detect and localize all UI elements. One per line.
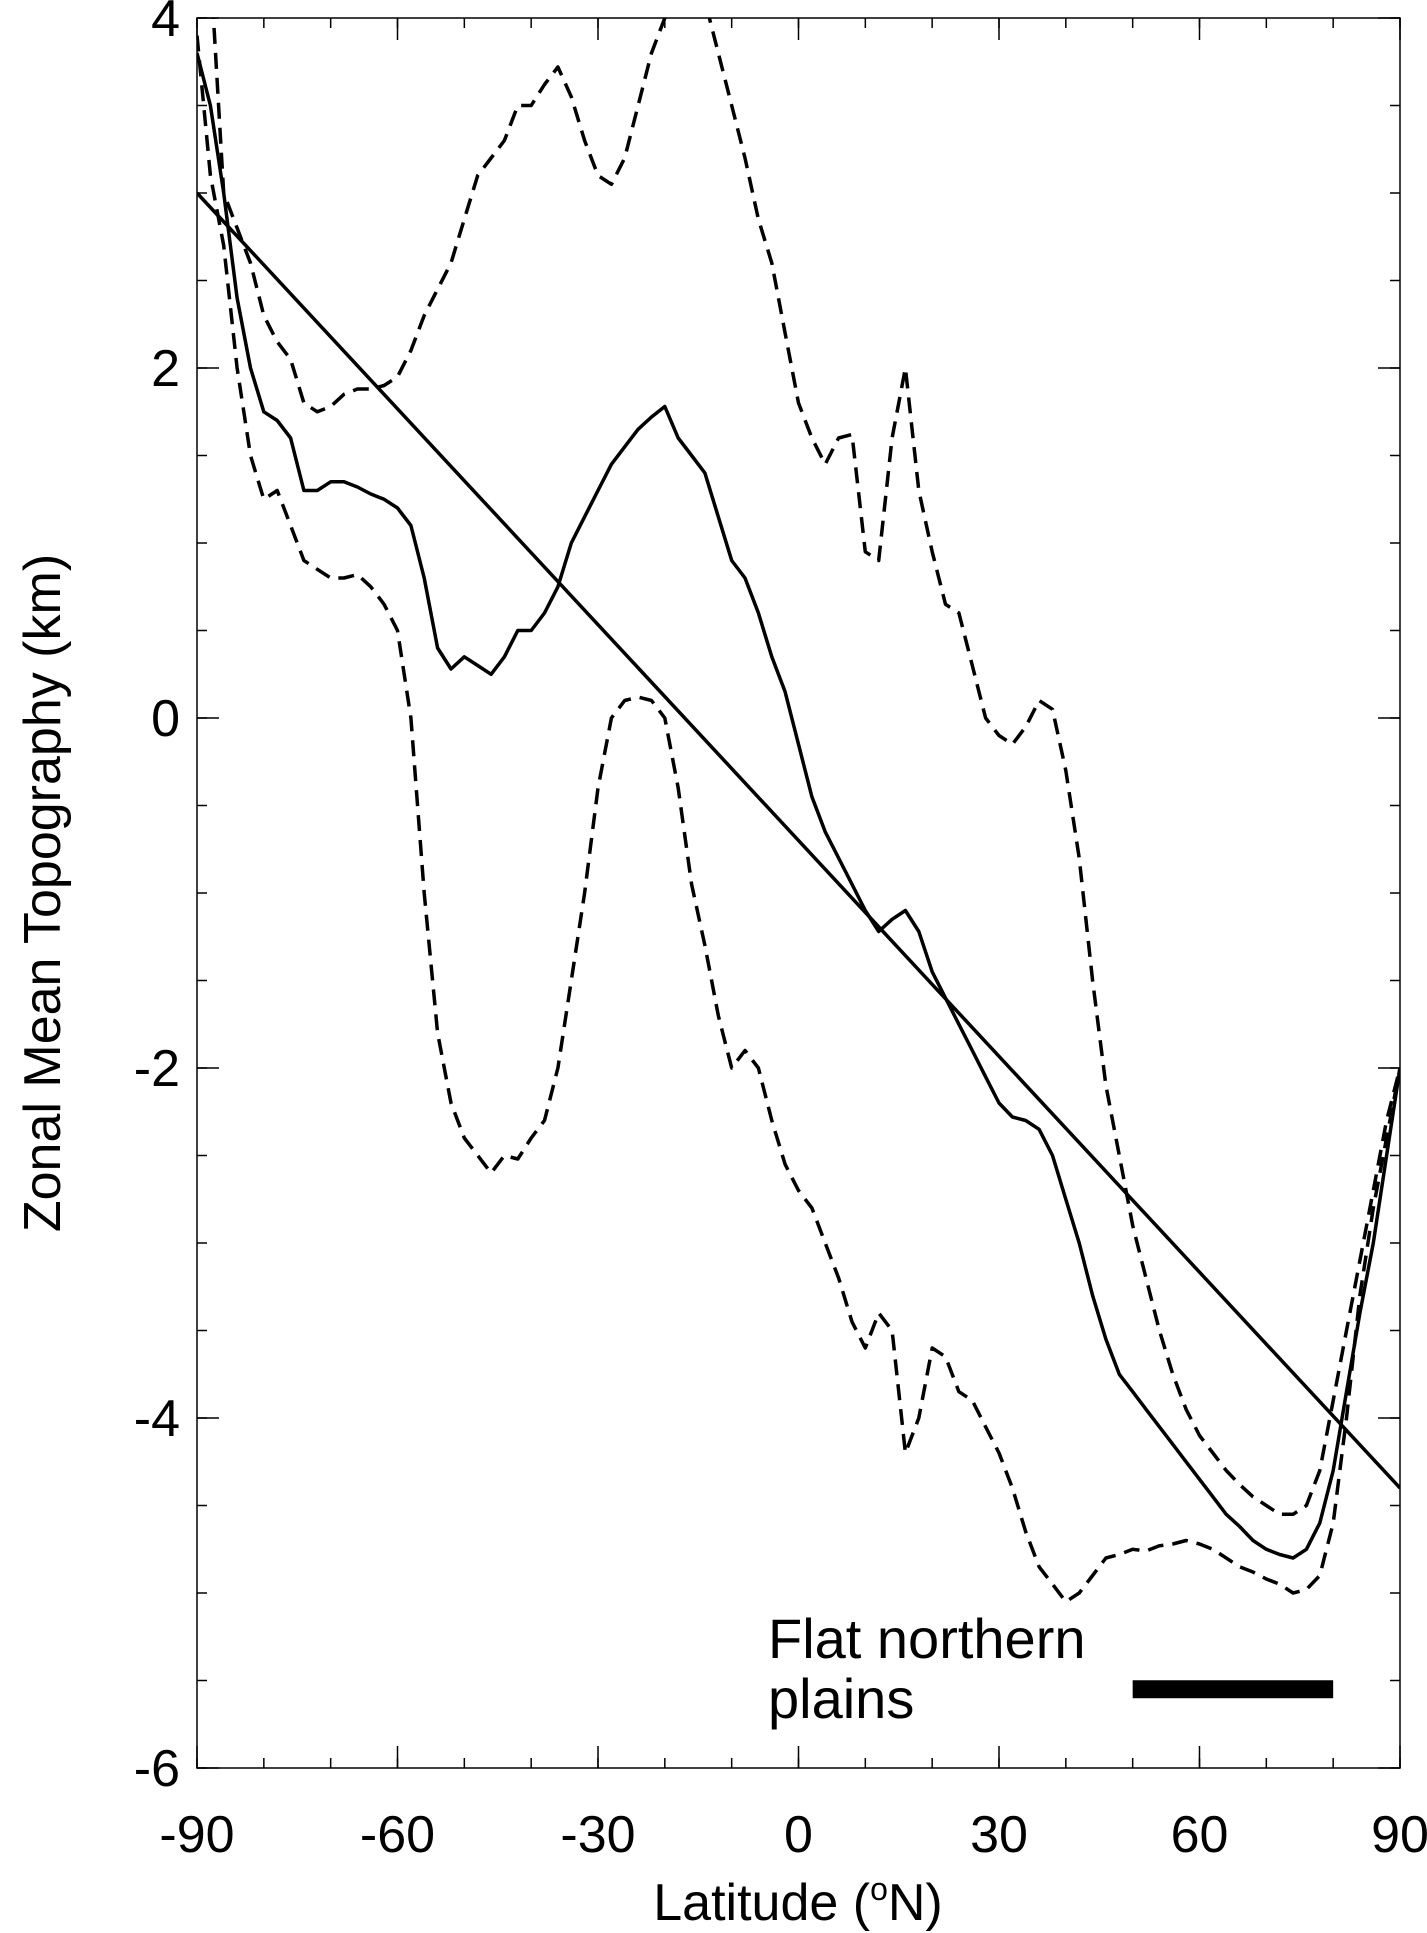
plot-area (196, 17, 1401, 1769)
solid-series-line-1 (197, 191, 1400, 1490)
x-axis-title: Latitude (oN) (653, 1871, 942, 1932)
x-axis-title-superscript: o (870, 1871, 888, 1907)
dashed-series-line-2 (211, 18, 1400, 1517)
dashed-series-line-3 (197, 35, 1400, 1604)
x-tick-label: 30 (970, 1806, 1028, 1864)
y-tick-label: 2 (151, 340, 180, 398)
y-tick-label: -6 (134, 1740, 180, 1798)
series-layer (197, 18, 1400, 1604)
x-tick-label: 60 (1171, 1806, 1229, 1864)
y-tick-label: 4 (151, 0, 180, 48)
x-tick-labels: -90 -60 -30 0 30 60 90 (159, 1806, 1427, 1864)
major-ticks (196, 17, 1401, 1769)
x-tick-label: -60 (360, 1806, 435, 1864)
y-axis-title: Zonal Mean Topography (km) (14, 554, 72, 1232)
annotation-line-2: plains (768, 1667, 914, 1730)
y-tick-label: 0 (151, 690, 180, 748)
x-tick-label: 0 (784, 1806, 813, 1864)
x-tick-label: 90 (1371, 1806, 1427, 1864)
solid-series-line-0 (197, 52, 1400, 1560)
x-tick-label: -30 (560, 1806, 635, 1864)
annotation-line-1: Flat northern (768, 1607, 1086, 1670)
x-axis-title-main: Latitude ( (653, 1874, 870, 1932)
y-tick-label: -4 (134, 1390, 180, 1448)
y-tick-label: -2 (134, 1040, 180, 1098)
x-tick-label: -90 (159, 1806, 234, 1864)
x-axis-title-end: N) (888, 1874, 943, 1932)
y-tick-labels: -6 -4 -2 0 2 4 (134, 0, 180, 1798)
